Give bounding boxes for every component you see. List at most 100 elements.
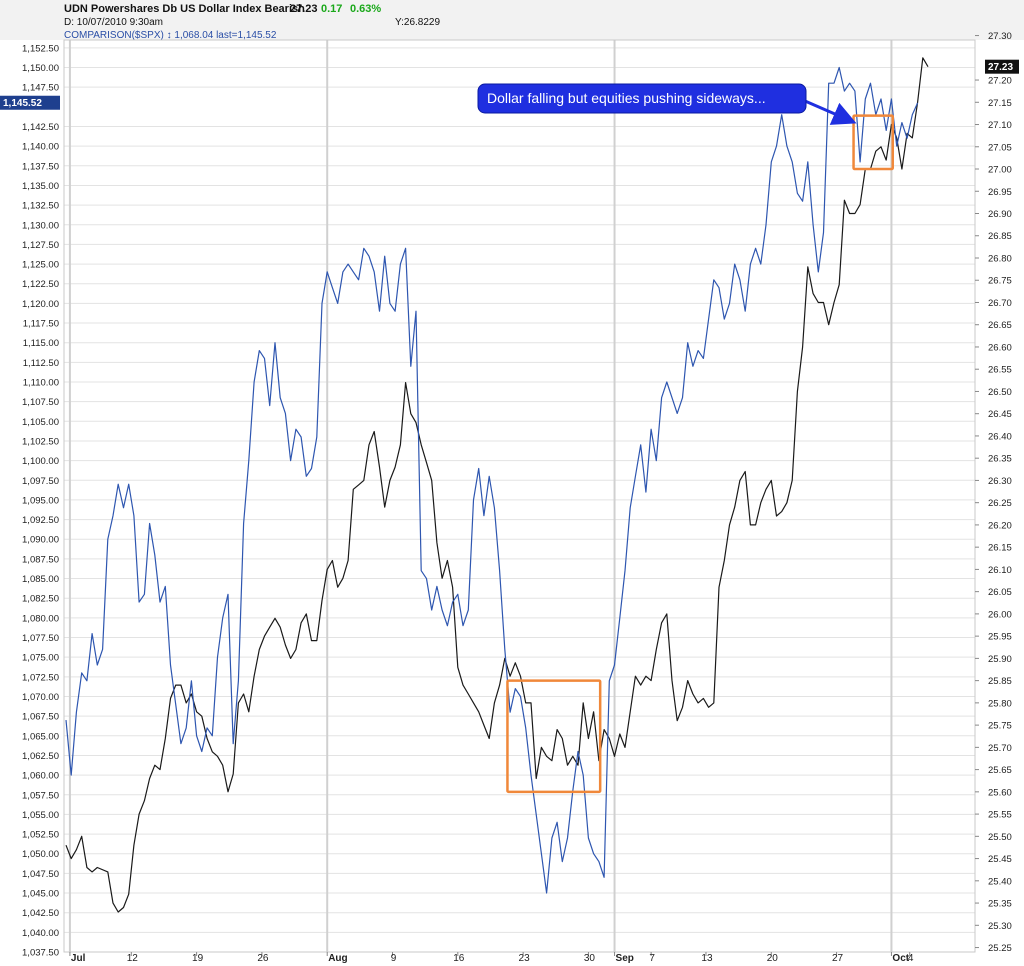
callout-text: Dollar falling but equities pushing side… [487,90,766,106]
x-tick-label: 4 [908,953,914,964]
symbol-title: UDN Powershares Db US Dollar Index Beari… [64,3,305,15]
right-tick-label: 25.95 [988,632,1012,643]
right-tick-label: 26.70 [988,298,1012,309]
left-tick-label: 1,122.50 [22,279,59,290]
right-last-value-flag [985,59,1019,74]
left-tick-label: 1,042.50 [22,908,59,919]
left-tick-label: 1,130.00 [22,220,59,231]
date-time-readout: D: 10/07/2010 9:30am [64,17,163,28]
left-tick-label: 1,055.00 [22,810,59,821]
left-tick-label: 1,067.50 [22,712,59,723]
left-axis: 1,037.50 1,040.00 1,042.50 1,045.00 1,047.50… [22,43,59,958]
right-tick-label: 25.80 [988,698,1012,709]
left-tick-label: 1,105.00 [22,417,59,428]
last-price: 27.23 [290,3,318,15]
chart-header: UDN Powershares Db US Dollar Index Beari… [0,0,1024,41]
left-tick-label: 1,127.50 [22,240,59,251]
left-tick-label: 1,047.50 [22,869,59,880]
left-tick-label: 1,107.50 [22,397,59,408]
left-tick-label: 1,092.50 [22,515,59,526]
right-tick-label: 27.30 [988,31,1012,42]
series-line-spx [65,66,919,894]
left-tick-label: 1,040.00 [22,928,59,939]
left-tick-label: 1,095.00 [22,495,59,506]
left-tick-label: 1,147.50 [22,83,59,94]
left-tick-label: 1,150.00 [22,63,59,74]
right-axis: 25.25 25.30 25.35 25.40 25.45 25.50 25.55 25.60… [975,31,1012,954]
right-tick-label: 26.00 [988,609,1012,620]
comparison-readout: COMPARISON($SPX) ↕ 1,068.04 last=1,145.5… [64,30,277,41]
callout-box [477,83,807,114]
right-tick-label: 26.90 [988,209,1012,220]
x-tick-label: Jul [71,953,86,964]
left-tick-label: 1,120.00 [22,299,59,310]
plot-frame [63,39,976,953]
right-tick-label: 25.85 [988,676,1012,687]
x-tick-label: Sep [616,953,634,964]
right-tick-label: 25.25 [988,943,1012,954]
left-tick-label: 1,050.00 [22,849,59,860]
right-tick-label: 26.40 [988,431,1012,442]
right-tick-label: 25.35 [988,899,1012,910]
left-tick-label: 1,137.50 [22,161,59,172]
left-tick-label: 1,110.00 [23,378,59,389]
x-tick-label: 9 [391,953,397,964]
y-value-readout: Y:26.8229 [395,17,441,28]
left-tick-label: 1,097.50 [22,476,59,487]
x-tick-label: 23 [519,953,531,964]
right-tick-label: 26.10 [988,565,1012,576]
x-tick-label: 26 [257,953,269,964]
left-last-value-flag [0,95,60,110]
right-tick-label: 25.55 [988,810,1012,821]
left-tick-label: 1,135.00 [22,181,59,192]
left-tick-label: 1,132.50 [22,201,59,212]
left-tick-label: 1,080.00 [22,613,59,624]
series-layer [65,57,929,913]
right-tick-label: 26.55 [988,365,1012,376]
right-tick-label: 26.85 [988,231,1012,242]
left-tick-label: 1,037.50 [22,948,59,959]
right-tick-label: 27.20 [988,76,1012,87]
left-tick-label: 1,117.50 [23,319,59,330]
chart-grid [64,40,975,953]
right-tick-label: 25.75 [988,721,1012,732]
price-change-percent: 0.63% [350,3,382,15]
left-tick-label: 1,052.50 [22,830,59,841]
right-tick-label: 25.90 [988,654,1012,665]
left-tick-label: 1,090.00 [22,535,59,546]
right-tick-label: 26.30 [988,476,1012,487]
callout-arrow [804,99,857,125]
left-tick-label: 1,087.50 [22,554,59,565]
right-last-value-label: 27.23 [988,62,1013,73]
left-tick-label: 1,142.50 [22,122,59,133]
left-tick-label: 1,082.50 [22,594,59,605]
left-tick-label: 1,065.00 [22,731,59,742]
x-tick-label: Aug [328,953,347,964]
price-change: 0.17 [321,3,343,15]
left-tick-label: 1,072.50 [22,672,59,683]
x-tick-label: 27 [832,953,844,964]
left-tick-label: 1,100.00 [22,456,59,467]
highlight-boxes [506,114,894,794]
right-tick-label: 26.15 [988,543,1012,554]
right-tick-label: 25.70 [988,743,1012,754]
left-last-value-label: 1,145.52 [3,98,42,109]
right-tick-label: 26.45 [988,409,1012,420]
right-tick-label: 25.45 [988,854,1012,865]
left-tick-label: 1,077.50 [22,633,59,644]
x-tick-label: 7 [649,953,655,964]
x-tick-label: 30 [584,953,596,964]
highlight-box-1 [506,679,602,794]
right-tick-label: 26.20 [988,520,1012,531]
series-line-udn [65,57,929,913]
x-tick-label: 16 [453,953,465,964]
right-tick-label: 26.05 [988,587,1012,598]
right-tick-label: 26.35 [988,454,1012,465]
last-value-flags: 1,145.52 27.23 [0,59,1019,110]
left-tick-label: 1,057.50 [22,790,59,801]
left-tick-label: 1,085.00 [22,574,59,585]
left-tick-label: 1,060.00 [22,771,59,782]
right-tick-label: 26.95 [988,187,1012,198]
